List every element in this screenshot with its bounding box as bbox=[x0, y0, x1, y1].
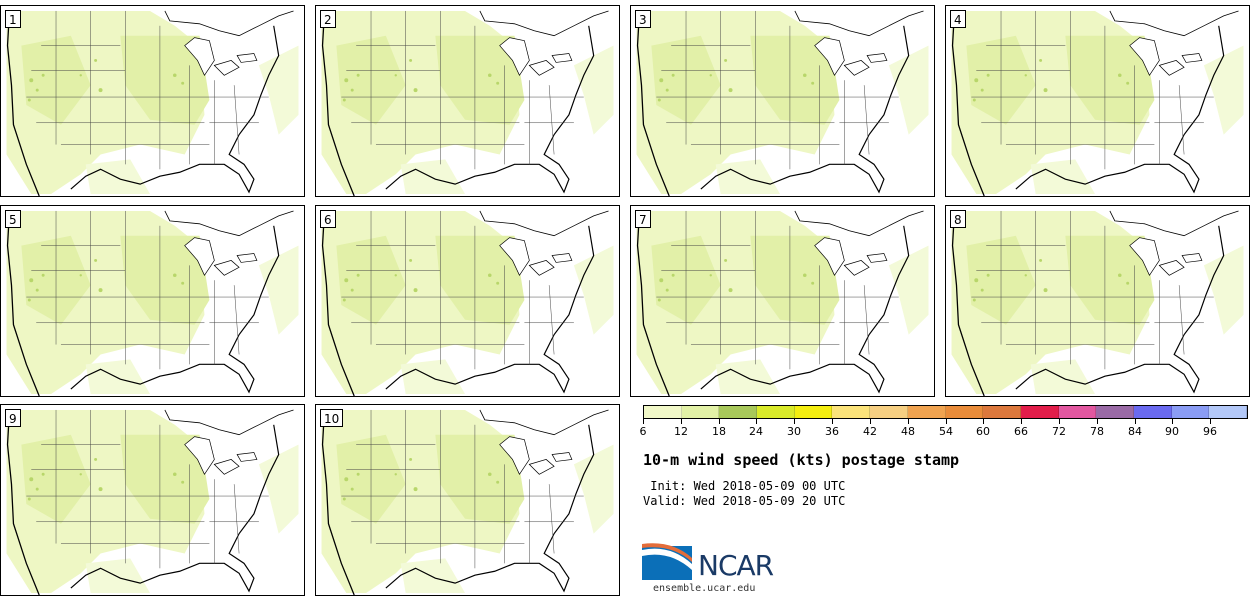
colorbar-swatch bbox=[1058, 406, 1097, 418]
colorbar bbox=[643, 405, 1248, 419]
wind-speed-map bbox=[5, 10, 300, 196]
colorbar-swatch bbox=[719, 406, 758, 418]
colorbar-tick-mark bbox=[719, 419, 720, 424]
member-label: 5 bbox=[5, 210, 21, 228]
member-map-1: 1 bbox=[0, 5, 305, 197]
wind-speed-map bbox=[635, 210, 930, 396]
colorbar-tick-label: 84 bbox=[1128, 425, 1142, 438]
colorbar-tick-label: 18 bbox=[712, 425, 726, 438]
member-map-9: 9 bbox=[0, 404, 305, 596]
colorbar-swatch bbox=[870, 406, 908, 418]
colorbar-tick-mark bbox=[870, 419, 871, 424]
colorbar-tick-label: 42 bbox=[863, 425, 877, 438]
member-map-7: 7 bbox=[630, 205, 935, 397]
valid-time: Valid: Wed 2018-05-09 20 UTC bbox=[643, 494, 846, 508]
site-url[interactable]: ensemble.ucar.edu bbox=[653, 583, 756, 594]
colorbar-tick-label: 72 bbox=[1052, 425, 1066, 438]
member-map-8: 8 bbox=[945, 205, 1250, 397]
colorbar-tick-label: 90 bbox=[1165, 425, 1179, 438]
member-label: 8 bbox=[950, 210, 966, 228]
colorbar-swatch bbox=[681, 406, 720, 418]
member-map-2: 2 bbox=[315, 5, 620, 197]
member-label: 3 bbox=[635, 10, 651, 28]
colorbar-tick-mark bbox=[908, 419, 909, 424]
ncar-logo-text: NCAR bbox=[698, 549, 774, 582]
colorbar-tick-label: 36 bbox=[825, 425, 839, 438]
member-map-6: 6 bbox=[315, 205, 620, 397]
colorbar-swatch bbox=[1209, 406, 1247, 418]
colorbar-tick-label: 96 bbox=[1203, 425, 1217, 438]
wind-speed-map bbox=[5, 409, 300, 595]
member-label: 1 bbox=[5, 10, 21, 28]
colorbar-swatch bbox=[757, 406, 795, 418]
colorbar-tick-mark bbox=[946, 419, 947, 424]
init-time: Init: Wed 2018-05-09 00 UTC bbox=[643, 479, 846, 493]
wind-speed-map bbox=[320, 409, 615, 595]
colorbar-tick-mark bbox=[1135, 419, 1136, 424]
colorbar-swatch bbox=[983, 406, 1021, 418]
member-label: 10 bbox=[320, 409, 344, 427]
colorbar-tick-label: 48 bbox=[901, 425, 915, 438]
colorbar-tick-label: 60 bbox=[976, 425, 990, 438]
wind-speed-map bbox=[950, 10, 1245, 196]
colorbar-swatch bbox=[1133, 406, 1172, 418]
colorbar-swatch bbox=[1171, 406, 1210, 418]
colorbar-tick-label: 54 bbox=[939, 425, 953, 438]
member-label: 6 bbox=[320, 210, 336, 228]
member-label: 7 bbox=[635, 210, 651, 228]
colorbar-tick-label: 24 bbox=[749, 425, 763, 438]
colorbar-tick-label: 30 bbox=[787, 425, 801, 438]
colorbar-tick-mark bbox=[1172, 419, 1173, 424]
colorbar-swatch bbox=[945, 406, 984, 418]
member-label: 4 bbox=[950, 10, 966, 28]
colorbar-tick-mark bbox=[1059, 419, 1060, 424]
colorbar-swatch bbox=[832, 406, 871, 418]
colorbar-tick-label: 6 bbox=[639, 425, 647, 438]
member-label: 9 bbox=[5, 409, 21, 427]
colorbar-swatch bbox=[907, 406, 946, 418]
product-title: 10-m wind speed (kts) postage stamp bbox=[643, 451, 960, 469]
member-map-4: 4 bbox=[945, 5, 1250, 197]
colorbar-swatch bbox=[794, 406, 833, 418]
wind-speed-map bbox=[5, 210, 300, 396]
colorbar-swatch bbox=[644, 406, 682, 418]
colorbar-tick-mark bbox=[832, 419, 833, 424]
colorbar-tick-mark bbox=[794, 419, 795, 424]
colorbar-tick-label: 78 bbox=[1090, 425, 1104, 438]
colorbar-swatch bbox=[1096, 406, 1134, 418]
colorbar-tick-mark bbox=[1097, 419, 1098, 424]
wind-speed-map bbox=[320, 210, 615, 396]
colorbar-tick-mark bbox=[756, 419, 757, 424]
colorbar-tick-label: 66 bbox=[1014, 425, 1028, 438]
member-map-10: 10 bbox=[315, 404, 620, 596]
colorbar-tick-mark bbox=[681, 419, 682, 424]
colorbar-swatch bbox=[1020, 406, 1059, 418]
colorbar-tick-label: 12 bbox=[674, 425, 688, 438]
member-label: 2 bbox=[320, 10, 336, 28]
colorbar-tick-mark bbox=[983, 419, 984, 424]
member-map-3: 3 bbox=[630, 5, 935, 197]
colorbar-tick-mark bbox=[1210, 419, 1211, 424]
colorbar-ticks: 6 12 18 24 30 36 42 48 54 60 66 72 78 84 90 96 bbox=[639, 419, 1248, 439]
ncar-logo-icon bbox=[642, 543, 692, 580]
wind-speed-map bbox=[320, 10, 615, 196]
wind-speed-map bbox=[635, 10, 930, 196]
member-map-5: 5 bbox=[0, 205, 305, 397]
colorbar-tick-mark bbox=[643, 419, 644, 424]
colorbar-tick-mark bbox=[1021, 419, 1022, 424]
wind-speed-map bbox=[950, 210, 1245, 396]
